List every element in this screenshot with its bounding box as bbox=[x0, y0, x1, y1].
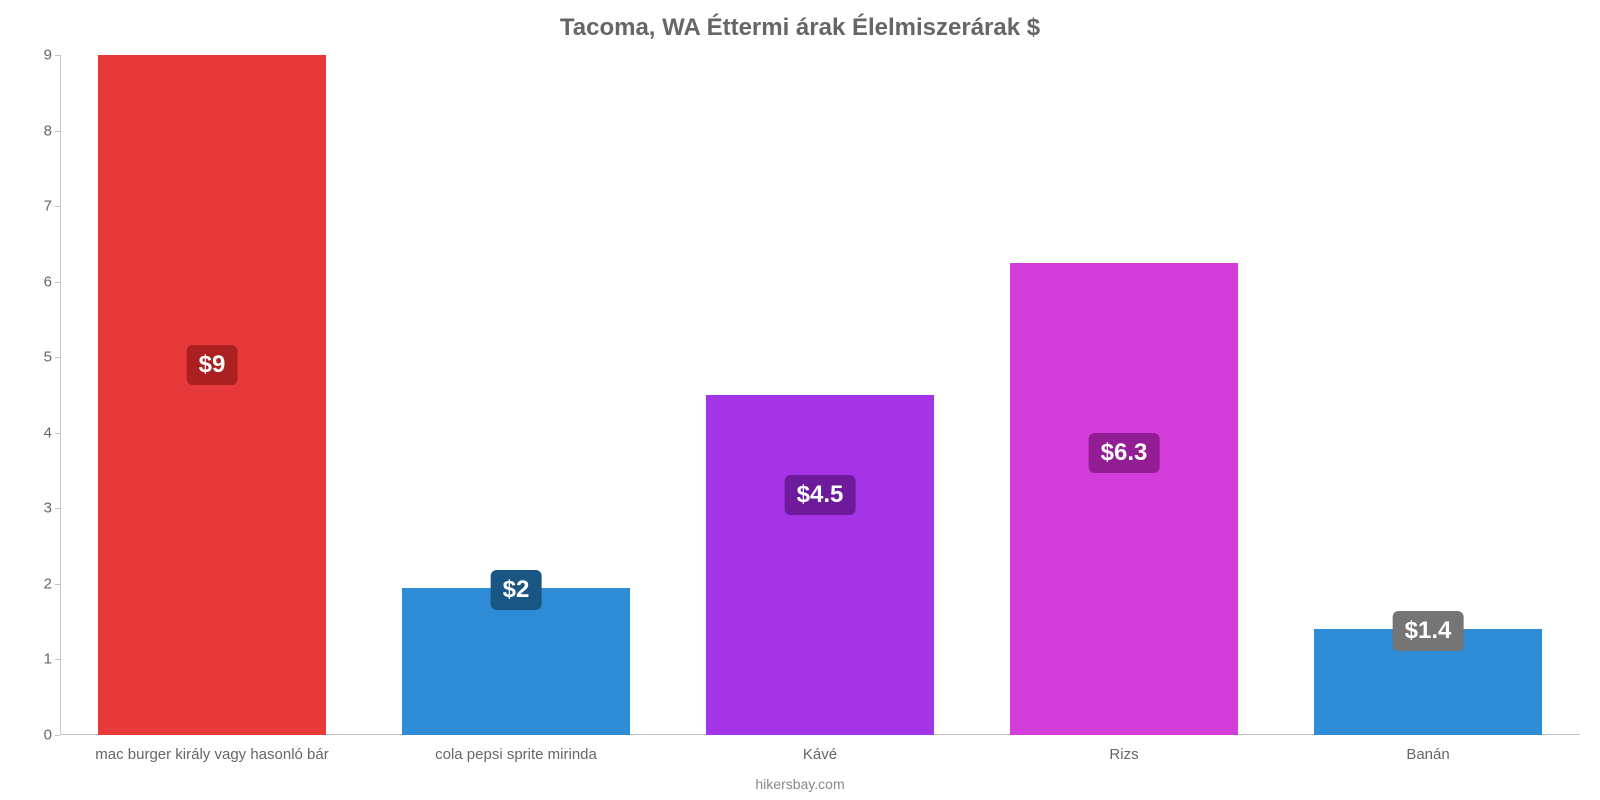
x-category-label: Kávé bbox=[803, 746, 837, 763]
x-category-label: mac burger király vagy hasonló bár bbox=[95, 746, 328, 763]
y-tick-label: 3 bbox=[20, 500, 52, 517]
y-axis-line bbox=[60, 55, 61, 735]
y-tick-label: 8 bbox=[20, 122, 52, 139]
y-tick-label: 9 bbox=[20, 47, 52, 64]
bar-value-badge: $1.4 bbox=[1393, 611, 1464, 651]
y-tick-label: 7 bbox=[20, 198, 52, 215]
bar: $1.4 bbox=[1314, 629, 1542, 735]
y-tick-label: 6 bbox=[20, 273, 52, 290]
bar-value-badge: $6.3 bbox=[1089, 433, 1160, 473]
chart-title: Tacoma, WA Éttermi árak Élelmiszerárak $ bbox=[0, 14, 1600, 42]
y-tick-label: 5 bbox=[20, 349, 52, 366]
bar: $9 bbox=[98, 55, 326, 735]
chart-subtitle: hikersbay.com bbox=[0, 776, 1600, 792]
y-tick-label: 1 bbox=[20, 651, 52, 668]
plot-area: 0123456789$9mac burger király vagy hason… bbox=[60, 55, 1580, 735]
price-bar-chart: Tacoma, WA Éttermi árak Élelmiszerárak $… bbox=[0, 0, 1600, 800]
y-tick-label: 2 bbox=[20, 575, 52, 592]
bar-value-badge: $4.5 bbox=[785, 475, 856, 515]
bar-value-badge: $9 bbox=[187, 345, 238, 385]
y-tick-label: 0 bbox=[20, 727, 52, 744]
y-tick-mark bbox=[55, 735, 60, 736]
bar: $6.3 bbox=[1010, 263, 1238, 735]
x-category-label: Rizs bbox=[1109, 746, 1138, 763]
y-tick-label: 4 bbox=[20, 424, 52, 441]
x-category-label: cola pepsi sprite mirinda bbox=[435, 746, 597, 763]
bar: $2 bbox=[402, 588, 630, 735]
bar: $4.5 bbox=[706, 395, 934, 735]
x-category-label: Banán bbox=[1406, 746, 1449, 763]
bar-value-badge: $2 bbox=[491, 570, 542, 610]
